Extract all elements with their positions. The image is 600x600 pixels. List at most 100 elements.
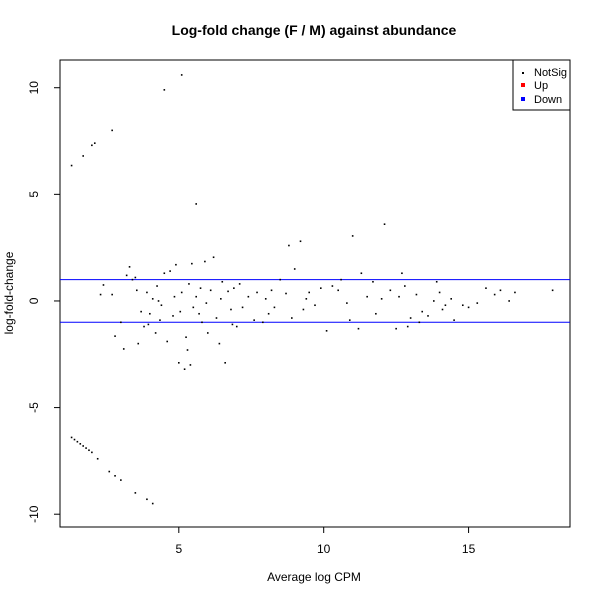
point-notsig-62 (212, 256, 215, 259)
y-tick-label-4: 10 (27, 81, 41, 95)
point-notsig-142 (514, 291, 516, 294)
point-notsig-116 (340, 278, 342, 281)
chart-title: Log-fold change (F / M) against abundanc… (172, 22, 457, 38)
legend: NotSig Up Down (512, 59, 571, 111)
x-axis: 5 10 15 (175, 527, 476, 556)
point-notsig-75 (264, 298, 267, 300)
point-notsig-115 (380, 298, 383, 300)
point-notsig-60 (206, 332, 209, 334)
point-notsig-38 (151, 298, 154, 300)
point-notsig-84 (308, 291, 311, 294)
point-notsig-22 (151, 502, 154, 505)
point-notsig-45 (172, 315, 174, 317)
point-notsig-70 (235, 325, 238, 328)
point-notsig-48 (179, 310, 182, 313)
point-notsig-93 (375, 312, 377, 315)
point-notsig-14 (88, 449, 90, 452)
point-notsig-87 (331, 285, 334, 287)
point-notsig-31 (131, 278, 134, 281)
point-notsig-53 (189, 364, 192, 366)
legend-key-up (521, 83, 525, 87)
point-notsig-47 (178, 362, 180, 364)
point-notsig-79 (285, 292, 287, 295)
point-notsig-36 (146, 291, 148, 294)
point-notsig-94 (383, 223, 386, 225)
point-notsig-109 (485, 287, 487, 289)
x-tick-label-0: 5 (175, 542, 182, 556)
point-notsig-118 (267, 312, 270, 315)
point-notsig-39 (154, 332, 157, 334)
point-notsig-51 (186, 349, 189, 351)
point-notsig-88 (337, 289, 339, 292)
point-notsig-28 (122, 348, 125, 350)
point-notsig-130 (305, 298, 308, 300)
point-notsig-117 (319, 287, 322, 289)
y-tick-label-2: 0 (27, 297, 41, 304)
point-notsig-59 (204, 260, 206, 263)
point-notsig-135 (156, 285, 158, 287)
point-notsig-54 (191, 262, 193, 265)
legend-label-up: Up (534, 80, 548, 92)
point-notsig-76 (270, 289, 273, 292)
legend-label-notsig: NotSig (534, 67, 567, 79)
point-notsig-129 (441, 308, 444, 311)
point-notsig-42 (163, 272, 166, 275)
point-notsig-125 (135, 289, 138, 292)
point-notsig-128 (435, 280, 438, 283)
point-notsig-8 (70, 436, 73, 439)
point-notsig-20 (134, 492, 137, 494)
point-notsig-7 (195, 203, 197, 205)
point-notsig-50 (183, 368, 186, 371)
point-notsig-61 (209, 289, 212, 292)
point-notsig-81 (293, 268, 296, 270)
point-notsig-97 (401, 272, 403, 275)
y-tick-label-1: -5 (27, 402, 41, 413)
point-notsig-133 (220, 298, 222, 300)
point-notsig-41 (160, 304, 163, 307)
point-notsig-102 (427, 315, 429, 317)
point-notsig-96 (395, 327, 397, 330)
point-notsig-35 (143, 325, 145, 328)
point-notsig-131 (291, 317, 293, 319)
point-notsig-9 (73, 438, 76, 441)
point-notsig-92 (366, 295, 368, 298)
point-notsig-73 (253, 319, 255, 321)
point-notsig-4 (111, 129, 113, 132)
x-axis-label: Average log CPM (267, 570, 361, 584)
point-notsig-17 (108, 470, 111, 473)
point-notsig-21 (146, 498, 148, 501)
point-notsig-23 (99, 293, 102, 296)
point-notsig-64 (218, 342, 221, 345)
y-axis: -10 -5 0 5 10 (27, 81, 60, 523)
point-notsig-69 (233, 287, 235, 289)
point-notsig-139 (398, 295, 400, 298)
point-notsig-85 (314, 304, 316, 307)
point-notsig-107 (461, 304, 464, 307)
point-notsig-57 (198, 312, 200, 315)
legend-box (512, 59, 571, 111)
point-notsig-11 (79, 443, 82, 445)
point-notsig-136 (147, 323, 150, 326)
point-notsig-1 (82, 155, 84, 157)
point-notsig-113 (418, 321, 421, 324)
point-notsig-66 (224, 362, 226, 364)
plot-frame (59, 59, 571, 528)
point-notsig-27 (120, 321, 122, 324)
point-notsig-138 (348, 319, 351, 321)
point-notsig-132 (238, 283, 241, 285)
point-notsig-103 (433, 300, 435, 302)
point-notsig-40 (157, 300, 160, 302)
point-notsig-10 (76, 440, 79, 443)
point-notsig-67 (227, 290, 229, 293)
point-notsig-77 (273, 306, 276, 309)
point-notsig-18 (114, 475, 116, 477)
point-notsig-24 (102, 284, 105, 286)
point-notsig-43 (166, 340, 169, 343)
point-notsig-13 (85, 447, 87, 449)
point-notsig-141 (493, 293, 496, 296)
point-notsig-3 (93, 142, 96, 144)
point-notsig-29 (125, 274, 128, 277)
point-notsig-99 (409, 317, 412, 319)
point-notsig-0 (70, 164, 73, 167)
point-notsig-25 (111, 293, 113, 296)
